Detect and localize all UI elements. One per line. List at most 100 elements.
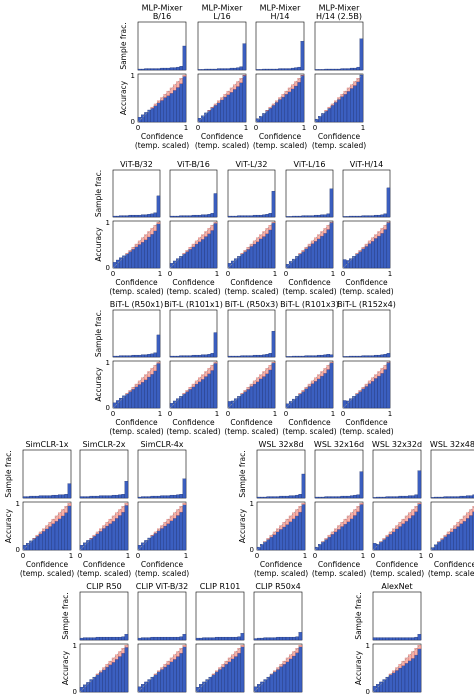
y-axis-label-accuracy: Accuracy (354, 650, 363, 685)
accuracy-bar (469, 515, 473, 551)
accuracy-bar (356, 81, 360, 123)
sample-frac-axes (372, 591, 422, 641)
sample-frac-axes (255, 21, 305, 71)
accuracy-bar (376, 544, 380, 551)
accuracy-bar (256, 381, 260, 409)
sample-frac-bar (268, 68, 273, 71)
sample-frac-bar (234, 355, 238, 358)
x-axis-label: Confidence (115, 278, 158, 287)
accuracy-bar (404, 663, 409, 693)
calibration-gap-bar (268, 106, 273, 109)
perfect-calibration-line (342, 220, 391, 269)
sample-frac-bar (210, 68, 215, 71)
sample-frac-bar (239, 66, 243, 71)
x-tick-label: 0 (136, 552, 140, 560)
calibration-gap-bar (456, 522, 460, 527)
sample-frac-bar (262, 214, 266, 218)
sample-frac-bar (411, 637, 415, 641)
x-tick-label: 0 (284, 270, 288, 278)
sample-frac-bar (243, 215, 247, 218)
sample-frac-bar (227, 636, 232, 641)
x-axis-label: (temp. scaled) (339, 427, 393, 436)
accuracy-bar (330, 534, 335, 551)
sample-frac-axes (137, 21, 187, 71)
sample-frac-bar (411, 495, 415, 499)
accuracy-bar (166, 523, 171, 551)
accuracy-bar (125, 253, 129, 269)
sample-frac-bar (276, 636, 280, 641)
perfect-calibration-line (227, 220, 276, 269)
sample-frac-bar (86, 496, 90, 499)
sample-frac-bar (185, 355, 189, 358)
x-tick-label: 1 (273, 410, 277, 418)
sample-frac-bar (144, 354, 148, 358)
sample-frac-axes (22, 449, 72, 499)
calibration-gap-bar (323, 228, 327, 234)
accuracy-bar (198, 241, 202, 269)
accuracy-bar (137, 244, 142, 269)
sample-frac-bar (408, 637, 412, 641)
panel-title: BiT-L (R101x3) (280, 300, 339, 309)
sample-frac-bar (364, 215, 369, 218)
panel-title: WSL 32x16d (314, 440, 364, 449)
sample-frac-bar (137, 496, 142, 499)
y-tick-label: 0 (106, 264, 110, 272)
sample-frac-bar (356, 494, 360, 499)
sample-frac-bar (372, 497, 377, 499)
sample-frac-bar (67, 483, 72, 499)
sample-frac-bar (386, 353, 391, 358)
sample-frac-bar (304, 355, 309, 358)
sample-frac-bar (380, 354, 384, 358)
accuracy-bar (330, 105, 335, 123)
accuracy-bar (163, 666, 167, 693)
panel-title: SimCLR-4x (140, 440, 183, 449)
x-axis-label: (temp. scaled) (195, 141, 249, 150)
x-tick-label: 0 (78, 552, 82, 560)
x-tick-label: 1 (302, 124, 306, 132)
x-axis-label: Confidence (201, 132, 244, 141)
sample-frac-bar (89, 495, 93, 499)
accuracy-bar (292, 518, 296, 551)
sample-frac-bar (242, 43, 247, 71)
y-axis-label-accuracy: Accuracy (119, 80, 128, 115)
accuracy-bar (324, 539, 328, 551)
sample-frac-bar (89, 637, 93, 641)
accuracy-bar (353, 85, 357, 123)
y-tick-label: 1 (16, 500, 20, 508)
sample-frac-axes (197, 21, 247, 71)
sample-frac-bar (141, 68, 145, 71)
calibration-gap-bar (265, 368, 269, 374)
panel-title: ViT-B/32 (120, 160, 153, 169)
x-axis-label: Confidence (376, 560, 419, 569)
x-tick-label: 0 (341, 270, 345, 278)
sample-frac-bar (197, 69, 202, 71)
sample-frac-bar (289, 636, 293, 641)
accuracy-bar (252, 383, 257, 409)
accuracy-bar (358, 251, 362, 269)
panel-wsl-3: WSL 32x48d01Confidence(temp. scaled) (428, 440, 474, 578)
accuracy-bar (392, 531, 396, 551)
sample-frac-bar (157, 636, 161, 641)
sample-frac-bar (108, 495, 113, 499)
sample-frac-bar (353, 494, 357, 499)
accuracy-bar (288, 521, 293, 551)
perfect-calibration-line (372, 643, 422, 693)
x-axis-label: Confidence (318, 132, 361, 141)
sample-frac-bar (51, 494, 56, 499)
x-axis-label: Confidence (345, 278, 388, 287)
sample-frac-bar (326, 354, 331, 358)
x-tick-label: 1 (331, 410, 335, 418)
accuracy-bar (118, 656, 122, 693)
calibration-gap-bar (298, 644, 303, 648)
sample-frac-bar (182, 355, 186, 358)
sample-frac-bar (404, 495, 409, 499)
x-tick-label: 0 (341, 410, 345, 418)
perfect-calibration-line (169, 220, 218, 269)
sample-frac-bar (29, 495, 33, 499)
x-axis-label: (temp. scaled) (109, 287, 163, 296)
accuracy-bar (153, 533, 158, 551)
accuracy-bar (395, 528, 399, 551)
